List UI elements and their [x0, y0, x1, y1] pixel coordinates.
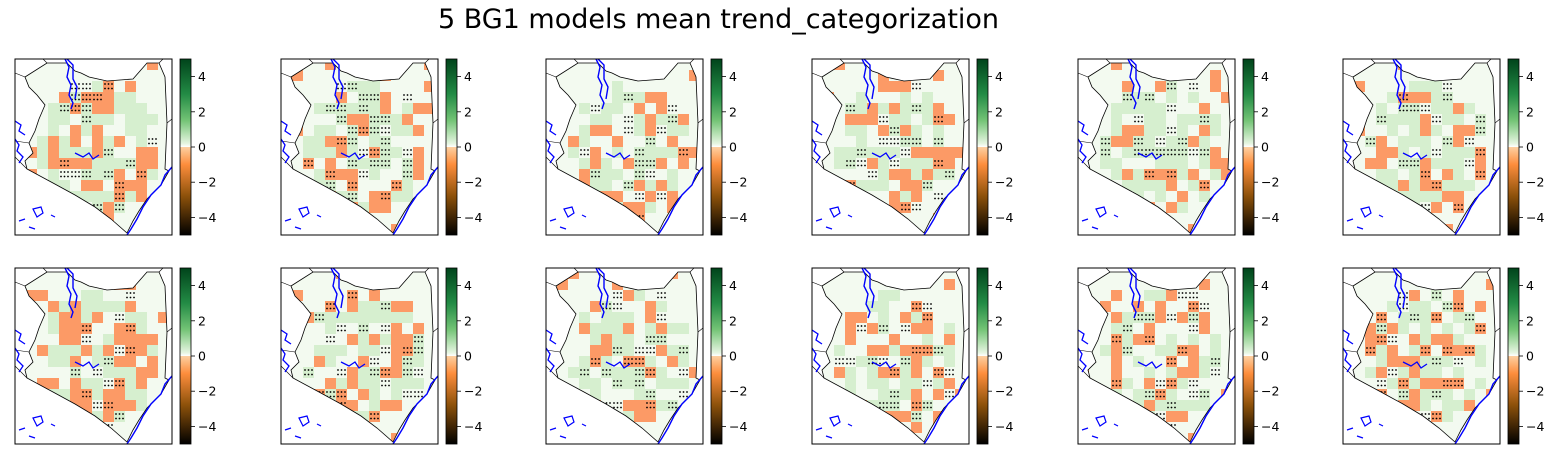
figure-title: 5 BG1 models mean trend_categorization: [437, 4, 1000, 35]
colorbar-tick-label: −4: [1526, 419, 1544, 434]
colorbar-tick-label: 4: [1261, 69, 1269, 84]
colorbar-tick-label: 2: [1526, 313, 1534, 328]
colorbar-tick-label: 0: [198, 140, 206, 155]
colorbar-tick-label: −2: [729, 175, 747, 190]
map-panel-7: 4 2 0 −2 −4: [14, 267, 234, 447]
colorbar-tick-label: 4: [729, 278, 737, 293]
colorbar-tick-label: −4: [464, 419, 482, 434]
colorbar-tick-label: 2: [198, 313, 206, 328]
colorbar-tick-label: −4: [1526, 210, 1544, 225]
colorbar-tick-label: 4: [464, 278, 472, 293]
colorbar-tick-label: 2: [198, 104, 206, 119]
colorbar-tick-label: 0: [1261, 140, 1269, 155]
colorbar-tick-label: 0: [464, 349, 472, 364]
colorbar-tick-label: 4: [464, 69, 472, 84]
colorbar-tick-label: 0: [1526, 349, 1534, 364]
colorbar-tick-label: −4: [995, 419, 1013, 434]
colorbar-tick-label: 2: [995, 313, 1003, 328]
colorbar-tick-label: 0: [464, 140, 472, 155]
map-panel-4: 4 2 0 −2 −4: [811, 58, 1031, 238]
colorbar-tick-label: −4: [729, 210, 747, 225]
colorbar-tick-label: −2: [1261, 175, 1279, 190]
colorbar-tick-label: 4: [1526, 69, 1534, 84]
colorbar-tick-label: 0: [729, 140, 737, 155]
colorbar-tick-label: −4: [995, 210, 1013, 225]
colorbar-tick-label: 0: [729, 349, 737, 364]
map-panel-10: 4 2 0 −2 −4: [811, 267, 1031, 447]
colorbar-tick-label: −2: [1526, 384, 1544, 399]
colorbar-tick-label: −2: [464, 175, 482, 190]
colorbar-tick-label: 4: [995, 69, 1003, 84]
colorbar-tick-label: 0: [1526, 140, 1534, 155]
colorbar-tick-label: −4: [464, 210, 482, 225]
map-panel-5: 4 2 0 −2 −4: [1077, 58, 1297, 238]
colorbar-tick-label: −2: [198, 175, 216, 190]
colorbar-tick-label: 4: [995, 278, 1003, 293]
map-panel-9: 4 2 0 −2 −4: [545, 267, 765, 447]
map-panel-1: 4 2 0 −2 −4: [14, 58, 234, 238]
colorbar-tick-label: −2: [729, 384, 747, 399]
colorbar-tick-label: −2: [198, 384, 216, 399]
colorbar-tick-label: −4: [729, 419, 747, 434]
map-panel-11: 4 2 0 −2 −4: [1077, 267, 1297, 447]
colorbar-tick-label: −4: [198, 210, 216, 225]
colorbar-tick-label: 4: [1261, 278, 1269, 293]
colorbar-tick-label: −2: [995, 175, 1013, 190]
colorbar-tick-label: 4: [1526, 278, 1534, 293]
colorbar-tick-label: −2: [995, 384, 1013, 399]
colorbar-tick-label: −4: [1261, 419, 1279, 434]
colorbar-tick-label: 2: [464, 313, 472, 328]
colorbar-tick-label: −2: [1261, 384, 1279, 399]
colorbar-tick-label: 4: [198, 278, 206, 293]
colorbar-tick-label: −2: [1526, 175, 1544, 190]
map-panel-3: 4 2 0 −2 −4: [545, 58, 765, 238]
colorbar-tick-label: −4: [1261, 210, 1279, 225]
map-panel-12: 4 2 0 −2 −4: [1342, 267, 1557, 447]
colorbar-tick-label: −4: [198, 419, 216, 434]
map-panel-8: 4 2 0 −2 −4: [280, 267, 500, 447]
colorbar-tick-label: 0: [1261, 349, 1269, 364]
map-panel-6: 4 2 0 −2 −4: [1342, 58, 1557, 238]
colorbar-tick-label: 0: [995, 349, 1003, 364]
colorbar-tick-label: 2: [995, 104, 1003, 119]
colorbar-tick-label: 0: [198, 349, 206, 364]
colorbar-tick-label: 2: [729, 104, 737, 119]
colorbar-tick-label: 4: [729, 69, 737, 84]
colorbar-tick-label: 2: [464, 104, 472, 119]
colorbar-tick-label: 2: [1261, 104, 1269, 119]
colorbar-tick-label: 2: [1526, 104, 1534, 119]
colorbar-tick-label: 2: [1261, 313, 1269, 328]
colorbar-tick-label: 0: [995, 140, 1003, 155]
colorbar-tick-label: −2: [464, 384, 482, 399]
colorbar-tick-label: 2: [729, 313, 737, 328]
map-panel-2: 4 2 0 −2 −4: [280, 58, 500, 238]
colorbar-tick-label: 4: [198, 69, 206, 84]
